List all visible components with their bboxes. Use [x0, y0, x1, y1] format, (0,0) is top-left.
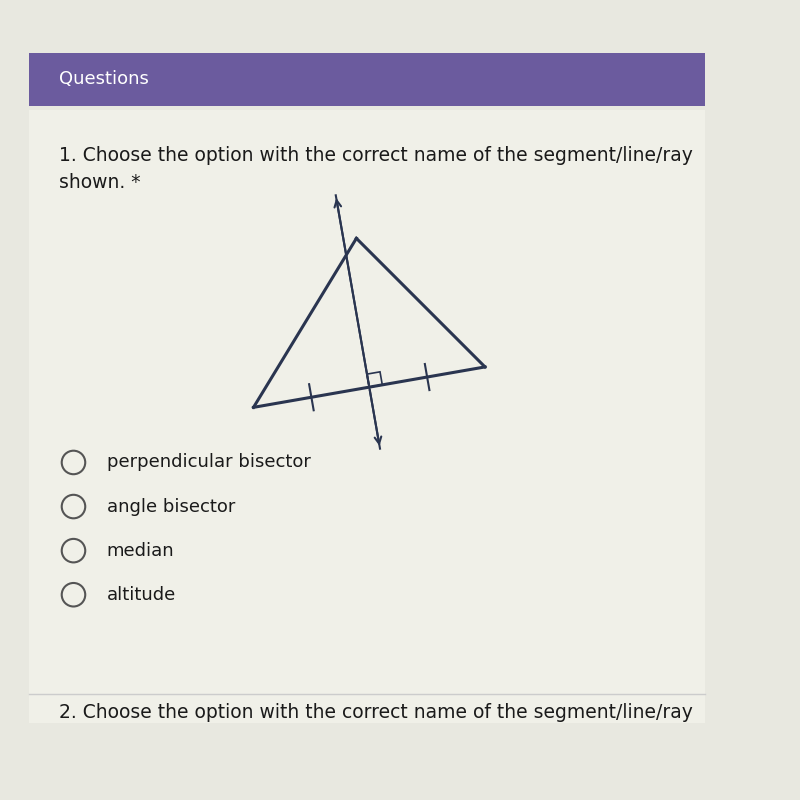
Text: 2. Choose the option with the correct name of the segment/line/ray: 2. Choose the option with the correct na… — [58, 703, 693, 722]
FancyBboxPatch shape — [30, 110, 706, 723]
Text: angle bisector: angle bisector — [106, 498, 235, 515]
Text: Questions: Questions — [58, 70, 149, 88]
Text: perpendicular bisector: perpendicular bisector — [106, 454, 310, 471]
Text: altitude: altitude — [106, 586, 176, 604]
Text: median: median — [106, 542, 174, 560]
FancyBboxPatch shape — [30, 53, 706, 106]
Text: 1. Choose the option with the correct name of the segment/line/ray
shown. *: 1. Choose the option with the correct na… — [58, 146, 693, 192]
